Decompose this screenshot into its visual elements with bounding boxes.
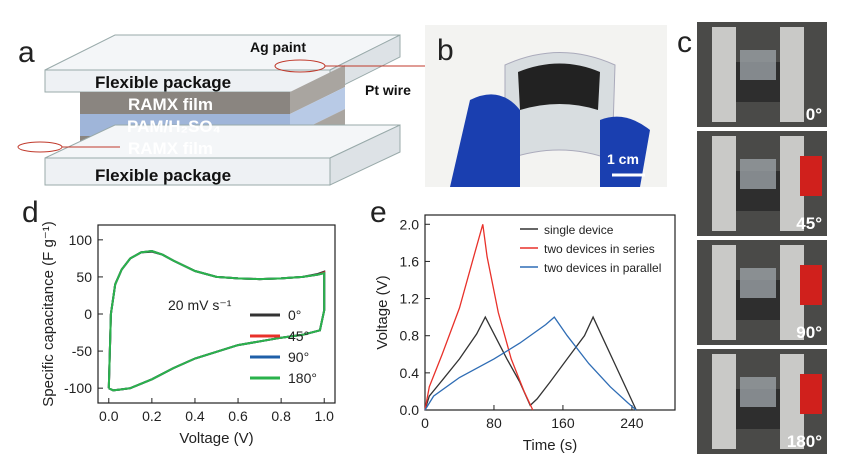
y-tick-label: -100 xyxy=(64,380,92,396)
x-tick-label: 1.0 xyxy=(314,408,334,424)
panel-letter: b xyxy=(437,34,454,67)
label: Flexible package xyxy=(95,166,231,185)
angle-label: 90° xyxy=(796,323,822,342)
top-film xyxy=(80,92,290,114)
x-tick-label: 0.6 xyxy=(228,408,248,424)
scale-label: 1 cm xyxy=(607,151,639,167)
angle-label: 0° xyxy=(806,105,822,124)
electrolyte-side xyxy=(290,87,345,136)
y-tick-label: 0.4 xyxy=(400,365,420,381)
x-tick-label: 0.2 xyxy=(142,408,162,424)
legend-label: 0° xyxy=(288,307,301,323)
label: Flexible package xyxy=(95,73,231,92)
angle-label: 180° xyxy=(787,432,822,451)
label: Pt wire xyxy=(365,82,411,98)
legend-label: 45° xyxy=(288,328,309,344)
label: Ag paint xyxy=(250,39,306,55)
label: RAMX film xyxy=(128,139,213,158)
legend-label: single device xyxy=(544,223,614,237)
series-line xyxy=(107,249,326,392)
x-tick-label: 240 xyxy=(620,415,644,431)
top-film-side xyxy=(290,65,345,114)
pt-wire-loop xyxy=(17,141,63,153)
glove xyxy=(450,94,520,187)
sample xyxy=(740,50,776,80)
schematic xyxy=(17,34,425,186)
device-film xyxy=(518,63,600,110)
y-tick-label: 1.6 xyxy=(400,253,420,269)
y-tick-label: 50 xyxy=(76,269,92,285)
panel-letter: c xyxy=(677,26,692,59)
x-axis-label: Time (s) xyxy=(523,437,577,454)
clamp xyxy=(712,245,736,340)
sample xyxy=(740,268,776,298)
x-tick-label: 0 xyxy=(421,415,429,431)
clamp xyxy=(712,354,736,449)
glove xyxy=(600,116,650,187)
x-tick-label: 0.8 xyxy=(271,408,291,424)
legend-label: two devices in series xyxy=(544,242,655,256)
sample xyxy=(740,377,776,407)
angle-label: 45° xyxy=(796,214,822,233)
clamp xyxy=(712,27,736,122)
clamp xyxy=(780,27,804,122)
y-tick-label: 1.2 xyxy=(400,291,420,307)
x-tick-label: 80 xyxy=(486,415,502,431)
red-clip xyxy=(800,374,822,414)
x-tick-label: 0.4 xyxy=(185,408,205,424)
panel-letter: d xyxy=(22,196,39,229)
y-tick-label: 0.8 xyxy=(400,328,420,344)
annotation: 20 mV s⁻¹ xyxy=(168,297,232,313)
series-line xyxy=(424,224,534,411)
label: RAMX film xyxy=(128,95,213,114)
series-line xyxy=(424,315,637,411)
red-clip xyxy=(800,156,822,196)
y-axis-label: Specific capacitance (F g⁻¹) xyxy=(40,221,57,407)
y-tick-label: -50 xyxy=(72,343,92,359)
clamp xyxy=(712,136,736,231)
legend-label: two devices in parallel xyxy=(544,261,661,275)
x-tick-label: 160 xyxy=(551,415,575,431)
y-tick-label: 0 xyxy=(84,306,92,322)
y-tick-label: 0.0 xyxy=(400,402,420,418)
photo-column: 0° 45° 90° 180° xyxy=(697,22,827,454)
y-tick-label: 100 xyxy=(69,232,93,248)
legend-label: 180° xyxy=(288,370,317,386)
panel-letter: e xyxy=(370,196,387,229)
plot-frame xyxy=(424,214,676,411)
series-line xyxy=(424,316,637,411)
red-clip xyxy=(800,265,822,305)
legend-label: 90° xyxy=(288,349,309,365)
y-tick-label: 2.0 xyxy=(400,216,420,232)
panel-letter: a xyxy=(18,36,35,69)
x-tick-label: 0.0 xyxy=(99,408,119,424)
bottom-package-side xyxy=(329,124,401,186)
label: PAM/H₂SO₄ xyxy=(127,117,221,136)
y-axis-label: Voltage (V) xyxy=(374,275,391,349)
sample xyxy=(740,159,776,189)
x-axis-label: Voltage (V) xyxy=(179,430,253,447)
